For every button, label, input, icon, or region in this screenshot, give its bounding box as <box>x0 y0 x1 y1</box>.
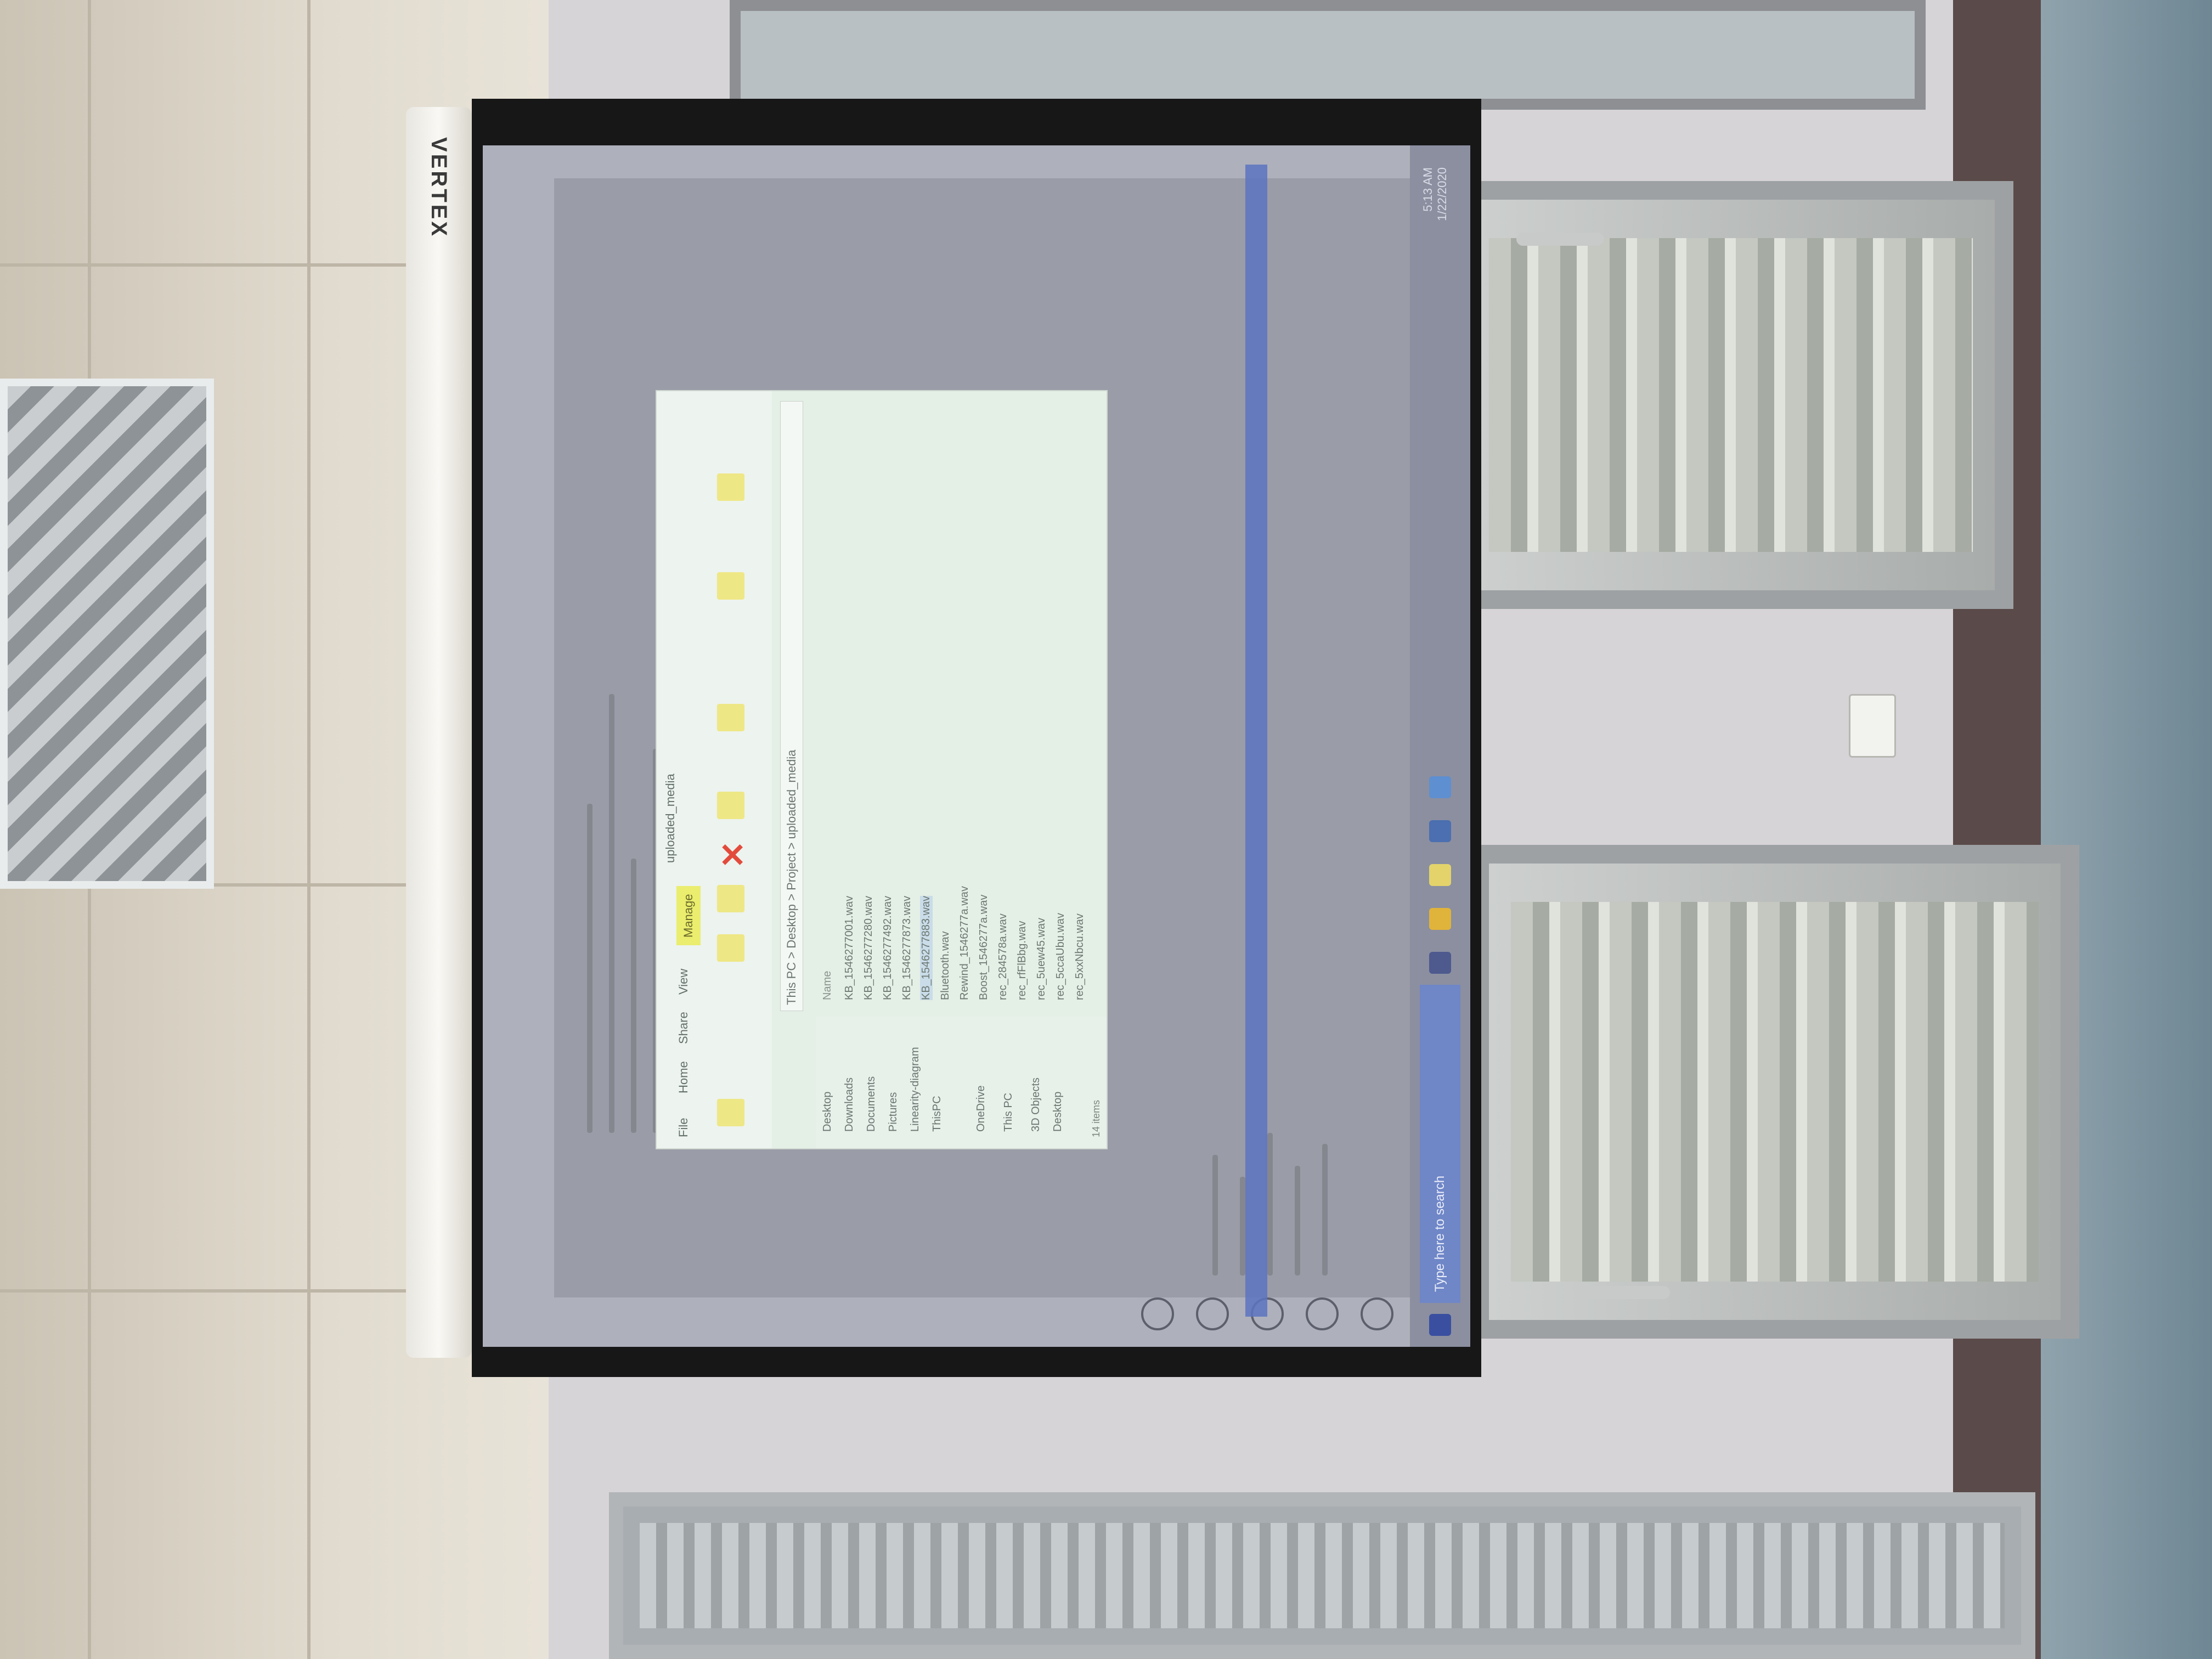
address-bar[interactable]: This PC > Desktop > Project > uploaded_m… <box>780 401 803 1011</box>
ceiling-tile-seam <box>0 263 549 267</box>
debug-sidebar-icon[interactable] <box>1196 1297 1229 1330</box>
door-upper <box>1448 181 2013 609</box>
folder-title: uploaded_media <box>663 774 677 863</box>
copy-to-button[interactable] <box>717 885 744 912</box>
store-icon[interactable] <box>1429 776 1451 798</box>
window-bottom <box>609 1492 2035 1659</box>
nav-item[interactable]: ThisPC <box>931 1096 943 1132</box>
file-row[interactable]: rec_5uew45.wav <box>1035 917 1047 1000</box>
code-line <box>631 859 636 1133</box>
explorer-ribbon: File Home Share View Manage uploaded_med… <box>657 391 772 1148</box>
nav-item[interactable]: OneDrive <box>975 1085 987 1132</box>
clock-time: 5:13 AM <box>1421 167 1435 212</box>
move-to-button[interactable] <box>717 934 744 962</box>
projected-taskbar-highlight <box>1245 165 1267 1317</box>
file-row[interactable]: Bluetooth.wav <box>939 931 951 1000</box>
file-explorer-window: File Home Share View Manage uploaded_med… <box>656 390 1108 1149</box>
code-line <box>1267 1133 1273 1276</box>
nav-item[interactable]: Desktop <box>821 1091 833 1132</box>
code-line <box>1295 1166 1300 1276</box>
tab-file[interactable]: File <box>676 1118 690 1137</box>
door-lower <box>1470 845 2079 1339</box>
nav-item[interactable]: This PC <box>1002 1092 1014 1132</box>
properties-button[interactable] <box>717 572 744 600</box>
door-glass <box>1511 902 2039 1282</box>
door-glass <box>1489 238 1973 552</box>
code-line <box>1212 1155 1218 1276</box>
ceiling-tile-seam <box>307 0 311 1659</box>
tab-share[interactable]: Share <box>676 1012 690 1044</box>
file-row[interactable]: rec_5ccaUbu.wav <box>1054 913 1066 1000</box>
file-row[interactable]: rec_284578a.wav <box>997 913 1009 1000</box>
file-row[interactable]: rec_rfFlBbg.wav <box>1016 921 1028 1001</box>
file-row[interactable]: KB_1546277280.wav <box>862 895 874 1000</box>
code-line <box>609 694 614 1133</box>
wall-power-outlet <box>1849 694 1896 758</box>
pin-button[interactable] <box>717 1099 744 1126</box>
tab-view[interactable]: View <box>676 968 690 995</box>
nav-item[interactable]: 3D Objects <box>1030 1077 1042 1132</box>
code-line <box>1322 1144 1328 1276</box>
file-explorer-icon[interactable] <box>1429 864 1451 886</box>
task-view-icon[interactable] <box>1429 952 1451 974</box>
select-all-button[interactable] <box>717 473 744 501</box>
screen-brand-label: VERTEX <box>427 137 451 239</box>
projection-screen: File Home Share View Manage uploaded_med… <box>483 145 1470 1347</box>
file-row[interactable]: KB_1546277492.wav <box>882 895 894 1000</box>
taskbar-search-box[interactable]: Type here to search <box>1420 985 1460 1303</box>
floor <box>2041 0 2212 1659</box>
taskbar-clock[interactable]: 5:13 AM 1/22/2020 <box>1421 167 1449 221</box>
search-sidebar-icon[interactable] <box>1306 1297 1339 1330</box>
nav-item[interactable]: Downloads <box>843 1077 855 1132</box>
ceiling-tile-seam <box>0 1289 549 1293</box>
navigation-pane: Desktop Downloads Documents Pictures Lin… <box>816 1017 1107 1148</box>
nav-item[interactable]: Pictures <box>887 1092 899 1132</box>
window-top <box>730 0 1926 110</box>
vscode-icon[interactable] <box>1429 820 1451 842</box>
clock-date: 1/22/2020 <box>1435 167 1449 221</box>
code-line <box>1240 1177 1245 1276</box>
window-glass <box>640 1523 2005 1628</box>
delete-icon[interactable]: ✕ <box>715 840 752 868</box>
extensions-sidebar-icon[interactable] <box>1141 1297 1174 1330</box>
code-line <box>587 804 592 1133</box>
nav-item[interactable]: Linearity-diagram <box>909 1047 921 1132</box>
new-folder-button[interactable] <box>717 704 744 731</box>
file-row-selected[interactable]: KB_1546277883.wav <box>920 895 933 1000</box>
rename-button[interactable] <box>717 792 744 819</box>
nav-item[interactable]: Desktop <box>1052 1091 1064 1132</box>
column-header-name[interactable]: Name <box>821 970 833 1000</box>
taskbar: Type here to search 5:13 AM 1/22/2020 <box>1410 145 1470 1347</box>
file-row[interactable]: Rewind_1546277a.wav <box>958 886 970 1000</box>
projected-desktop: File Home Share View Manage uploaded_med… <box>483 145 1470 1347</box>
file-row[interactable]: rec_5xxNbcu.wav <box>1074 913 1086 1000</box>
file-row[interactable]: Boost_1546277a.wav <box>978 894 990 1000</box>
tab-manage[interactable]: Manage <box>676 886 701 945</box>
status-bar: 14 items <box>1091 1099 1102 1137</box>
file-row[interactable]: KB_1546277001.wav <box>843 895 855 1000</box>
chrome-icon[interactable] <box>1429 908 1451 930</box>
windows-start-icon[interactable] <box>1429 1314 1451 1336</box>
file-row[interactable]: KB_1546277873.wav <box>901 895 913 1000</box>
ceiling-tile-seam <box>0 883 549 887</box>
nav-item[interactable]: Documents <box>865 1076 877 1132</box>
door-handle <box>1582 1286 1670 1299</box>
explorer-sidebar-icon[interactable] <box>1361 1297 1393 1330</box>
screen-housing <box>406 107 472 1358</box>
ceiling-air-vent <box>0 379 214 889</box>
door-handle <box>1516 233 1604 246</box>
tab-home[interactable]: Home <box>676 1061 690 1093</box>
